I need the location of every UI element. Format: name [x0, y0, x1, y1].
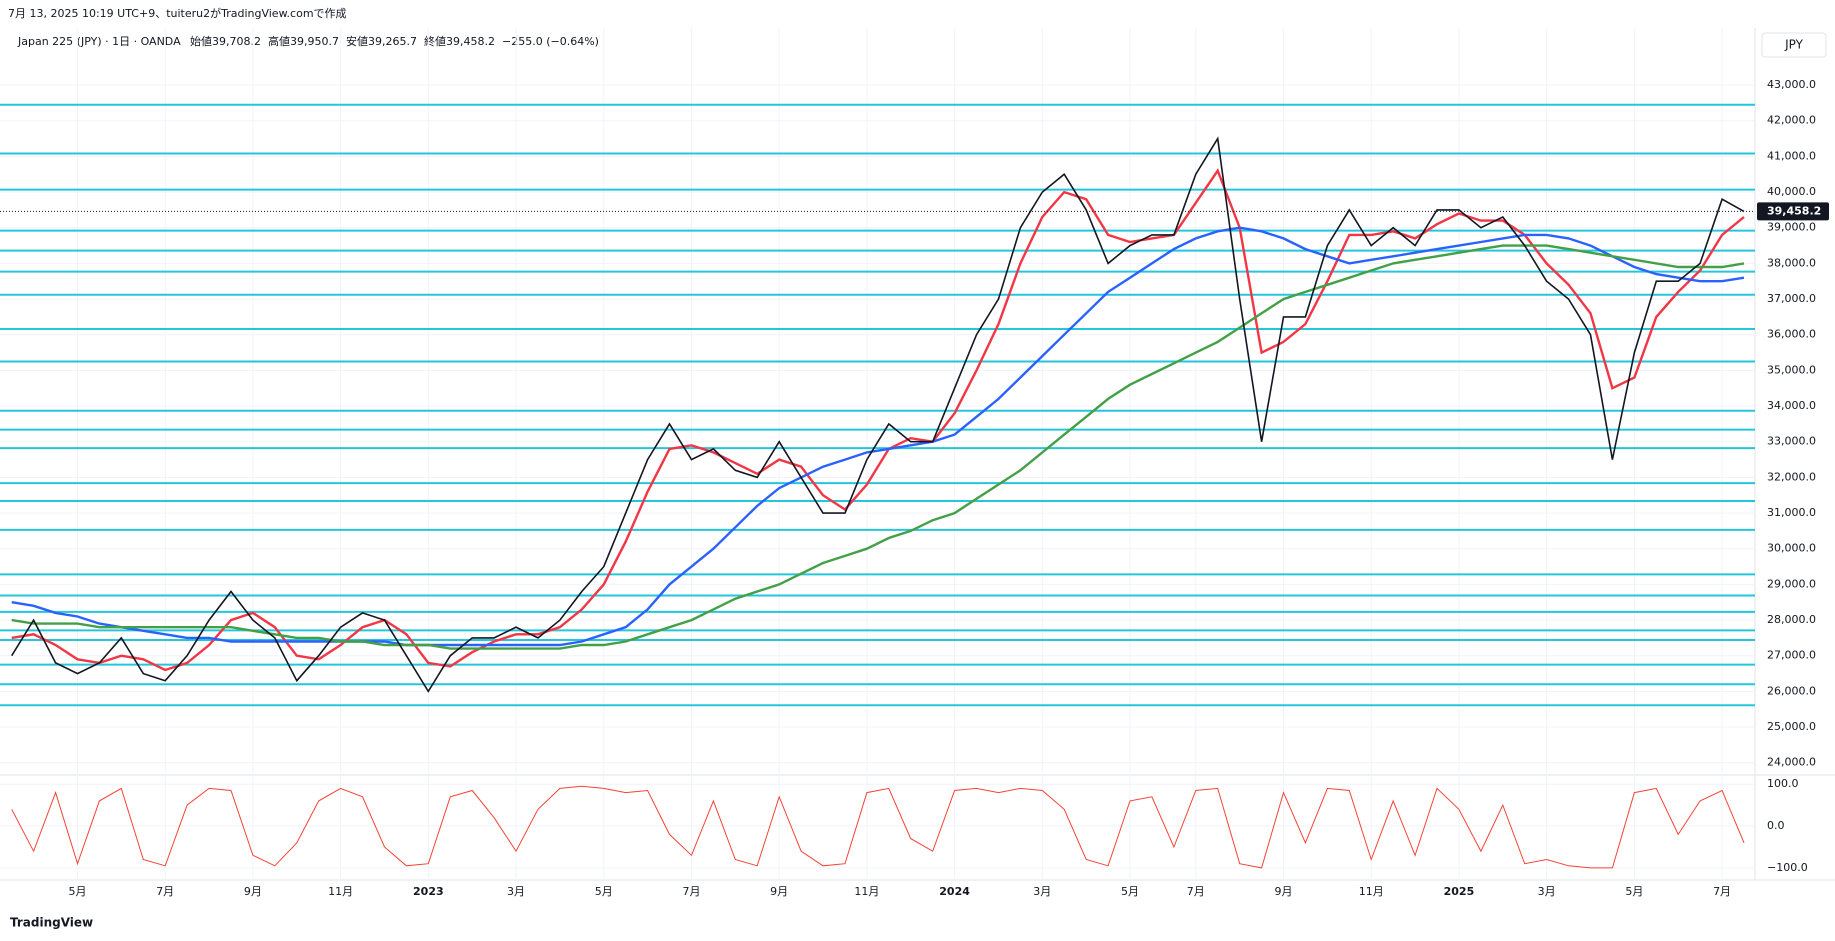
- y-tick-label: 30,000.0: [1767, 542, 1816, 555]
- y-tick-label: 42,000.0: [1767, 114, 1816, 127]
- legend-low: 安値39,265.7: [346, 34, 417, 48]
- y-tick-label: 43,000.0: [1767, 78, 1816, 91]
- x-tick-label: 7月: [682, 885, 700, 898]
- x-tick-label: 2024: [939, 885, 970, 898]
- x-tick-label: 11月: [328, 885, 353, 898]
- x-tick-label: 2023: [413, 885, 444, 898]
- oscillator-line: [11, 785, 1745, 869]
- x-tick-label: 9月: [244, 885, 262, 898]
- y-tick-label: 29,000.0: [1767, 577, 1816, 590]
- header: 7月 13, 2025 10:19 UTC+9、tuiteru2がTrading…: [8, 6, 347, 20]
- x-tick-label: 3月: [507, 885, 525, 898]
- y-tick-label: 24,000.0: [1767, 756, 1816, 769]
- y-tick-label: 36,000.0: [1767, 328, 1816, 341]
- y-tick-label: 26,000.0: [1767, 684, 1816, 697]
- x-tick-label: 5月: [68, 885, 86, 898]
- osc-tick-label: −100.0: [1767, 861, 1808, 874]
- y-tick-label: 41,000.0: [1767, 149, 1816, 162]
- y-tick-label: 31,000.0: [1767, 506, 1816, 519]
- moving-average: [11, 244, 1745, 650]
- x-tick-label: 5月: [1625, 885, 1643, 898]
- y-tick-label: 37,000.0: [1767, 292, 1816, 305]
- y-tick-label: 34,000.0: [1767, 399, 1816, 412]
- y-tick-label: 25,000.0: [1767, 720, 1816, 733]
- plot: 24,000.0 25,000.0 26,000.0 27,000.0 28,000.0…: [0, 28, 1829, 898]
- x-tick-label: 11月: [1359, 885, 1384, 898]
- currency-box[interactable]: [1761, 32, 1827, 58]
- legend-change: −255.0 (−0.64%): [502, 35, 599, 48]
- y-tick-label: 35,000.0: [1767, 363, 1816, 376]
- currency-label[interactable]: JPY: [1784, 38, 1804, 52]
- x-tick-label: 9月: [770, 885, 788, 898]
- osc-tick-label: 100.0: [1767, 777, 1799, 790]
- legend-high: 高値39,950.7: [268, 34, 339, 48]
- y-tick-label: 32,000.0: [1767, 470, 1816, 483]
- x-tick-label: 5月: [595, 885, 613, 898]
- legend-close: 終値39,458.2: [424, 34, 495, 48]
- legend-open: 始値39,708.2: [190, 34, 261, 48]
- last-price-box: [1757, 202, 1829, 221]
- x-tick-label: 3月: [1538, 885, 1556, 898]
- x-tick-label: 3月: [1033, 885, 1051, 898]
- y-tick-label: 40,000.0: [1767, 185, 1816, 198]
- y-tick-label: 33,000.0: [1767, 435, 1816, 448]
- x-tick-label: 11月: [854, 885, 879, 898]
- x-tick-label: 7月: [1187, 885, 1205, 898]
- y-tick-label: 28,000.0: [1767, 613, 1816, 626]
- footer-logo[interactable]: TradingView: [10, 916, 93, 930]
- x-tick-label: 9月: [1275, 885, 1293, 898]
- y-tick-label: 39,000.0: [1767, 221, 1816, 234]
- y-tick-label: 38,000.0: [1767, 256, 1816, 269]
- x-tick-label: 7月: [156, 885, 174, 898]
- price-line: [11, 136, 1745, 693]
- last-price-label: 39,458.2: [1767, 204, 1821, 217]
- legend-symbol: Japan 225 (JPY) · 1日 · OANDA: [17, 35, 181, 48]
- moving-average: [11, 168, 1745, 672]
- x-tick-label: 5月: [1121, 885, 1139, 898]
- moving-average: [11, 226, 1745, 647]
- x-tick-label: 2025: [1444, 885, 1475, 898]
- y-tick-label: 27,000.0: [1767, 649, 1816, 662]
- osc-tick-label: 0.0: [1767, 819, 1785, 832]
- x-tick-label: 7月: [1713, 885, 1731, 898]
